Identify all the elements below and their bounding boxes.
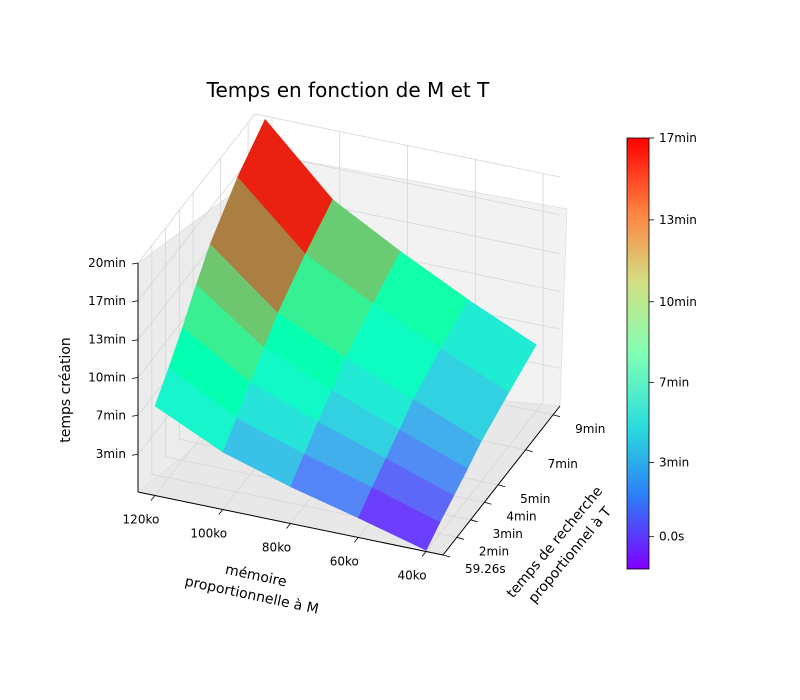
- z-tick-mark: [131, 453, 139, 456]
- z-tick-mark: [131, 377, 139, 379]
- colorbar-ticks: 0.0s 3min 7min 10min 13min 17min: [649, 131, 697, 544]
- x-tick-mark: [286, 523, 291, 529]
- colorbar-tick-label: 13min: [659, 213, 697, 227]
- grid-line: [425, 173, 544, 552]
- y-tick-label: 7min: [548, 457, 578, 471]
- z-tick-mark: [131, 414, 139, 417]
- colorbar-tick-label: 3min: [659, 456, 689, 470]
- x-tick-mark: [218, 509, 224, 515]
- y-tick-mark: [470, 519, 478, 523]
- y-tick-mark: [553, 414, 561, 418]
- z-tick-label: 17min: [88, 294, 126, 308]
- colorbar-tick-label: 0.0s: [659, 530, 684, 544]
- surface-mesh: [154, 118, 537, 551]
- y-tick-mark: [525, 449, 533, 453]
- x-tick-label: 60ko: [330, 555, 359, 569]
- grid-line: [137, 113, 561, 264]
- y-tick-mark: [456, 536, 464, 540]
- y-tick-label: 59.26s: [465, 562, 506, 576]
- z-tick-label: 10min: [88, 371, 126, 385]
- colorbar-tick-label: 7min: [659, 375, 689, 389]
- y-tick-label: 4min: [506, 509, 536, 523]
- colorbar: [626, 137, 650, 570]
- x-tick-label: 100ko: [190, 527, 227, 541]
- colorbar-tick-label: 10min: [659, 295, 697, 309]
- chart-title: Temps en fonction de M et T: [206, 78, 491, 102]
- z-tick-label: 13min: [88, 333, 126, 347]
- z-tick-label: 7min: [96, 408, 126, 422]
- x-tick-labels: 120ko 100ko 80ko 60ko 40ko: [123, 495, 427, 583]
- z-tick-label: 3min: [96, 447, 126, 461]
- z-tick-mark: [131, 262, 139, 265]
- x-tick-label: 80ko: [262, 541, 291, 555]
- z-tick-labels: 3min 7min 10min 13min 17min 20min: [88, 256, 139, 461]
- surface-facet: [358, 487, 441, 551]
- x-tick-mark: [353, 537, 359, 543]
- x-tick-mark: [150, 495, 156, 501]
- z-axis-label: temps création: [58, 337, 74, 443]
- x-tick-label: 40ko: [397, 569, 426, 583]
- x-tick-mark: [421, 551, 427, 557]
- y-tick-mark: [484, 501, 492, 505]
- x-axis-label: mémoireproportionnelle à M: [183, 554, 324, 618]
- y-tick-label: 3min: [493, 527, 523, 541]
- x-tick-label: 120ko: [123, 513, 160, 527]
- colorbar-tick-label: 17min: [659, 131, 697, 145]
- y-tick-mark: [498, 484, 506, 488]
- y-tick-label: 2min: [479, 544, 509, 558]
- z-tick-mark: [131, 300, 139, 303]
- z-tick-label: 20min: [88, 256, 126, 270]
- y-tick-label: 5min: [520, 492, 550, 506]
- y-tick-label: 9min: [575, 422, 605, 436]
- y-axis-line: [442, 405, 561, 556]
- y-tick-labels: 59.26s 2min 3min 4min 5min 7min 9min: [442, 414, 605, 576]
- z-tick-mark: [131, 339, 139, 342]
- y-tick-mark: [442, 554, 451, 558]
